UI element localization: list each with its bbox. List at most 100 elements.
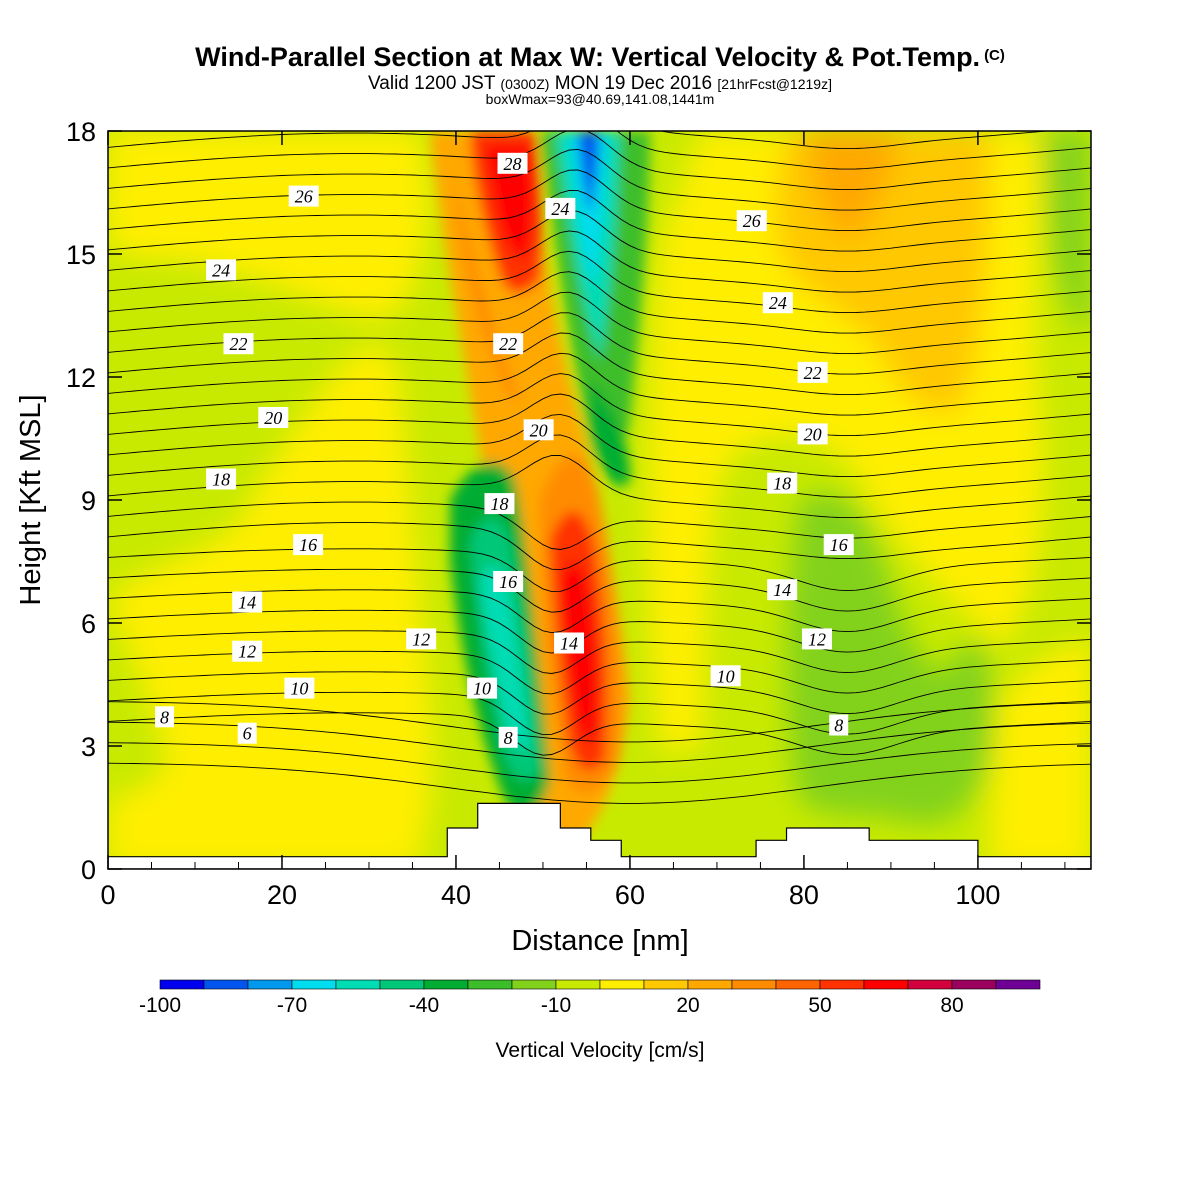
box-info-line: boxWmax=93@40.69,141.08,1441m — [485, 91, 715, 107]
theta-contour-line — [108, 568, 1091, 613]
contour-label: 10 — [710, 665, 741, 687]
contour-label-box — [762, 292, 793, 314]
contour-label: 12 — [232, 640, 263, 662]
contour-label-text: 8 — [160, 707, 169, 727]
contour-label-text: 24 — [551, 199, 569, 219]
contour-label-box — [710, 665, 741, 687]
contour-label-text: 8 — [834, 716, 843, 736]
colorbar-tick-label: -10 — [541, 994, 571, 1017]
contour-label-text: 18 — [212, 470, 230, 490]
valid-prefix: Valid 1200 JST — [368, 73, 496, 94]
y-tick-label: 15 — [66, 240, 96, 270]
contour-label: 14 — [767, 579, 798, 601]
contour-label-text: 10 — [717, 666, 735, 686]
colorbar-swatch — [247, 979, 293, 990]
valid-utc: (0300Z) — [500, 76, 550, 92]
theta-contour-line — [108, 373, 1091, 437]
contour-label: 14 — [232, 591, 263, 613]
theta-contour-line — [108, 501, 1091, 550]
contour-label-box — [493, 571, 524, 592]
y-tick-label: 9 — [81, 486, 96, 516]
colorbar-swatch — [951, 979, 997, 990]
chart-title: Wind-Parallel Section at Max W: Vertical… — [0, 42, 1200, 73]
colorbar-swatch — [203, 979, 249, 990]
theta-contour-line — [108, 149, 1091, 211]
contour-label-text: 22 — [499, 334, 517, 354]
contour-label-box — [258, 407, 289, 428]
theta-contour-line — [108, 352, 1091, 416]
x-tick-label: 60 — [615, 880, 645, 910]
colorbar-tick-label: -100 — [139, 994, 181, 1017]
contour-label: 18 — [767, 472, 798, 494]
x-tick-label: 80 — [789, 880, 819, 910]
contour-label-text: 22 — [229, 334, 247, 354]
theta-contour-line — [658, 131, 1052, 150]
theta-contour-line — [108, 630, 1091, 674]
contour-label: 22 — [493, 333, 524, 355]
contour-label-box — [545, 197, 576, 219]
theta-contour-line — [108, 691, 1091, 736]
velocity-shading-smooth — [108, 131, 1091, 869]
theta-contour-line — [108, 454, 1091, 519]
colorbar-swatch — [995, 979, 1041, 990]
colorbar-tick-label: -70 — [277, 994, 307, 1017]
theta-contour-line — [108, 671, 1091, 715]
colorbar-swatch — [379, 979, 425, 990]
theta-contour-line — [108, 721, 1091, 763]
colorbar-tick-label: 50 — [808, 994, 831, 1017]
contour-label-box — [767, 472, 798, 494]
contour-label: 24 — [206, 259, 237, 281]
contour-label: 26 — [288, 185, 319, 207]
theta-contour-line — [108, 131, 1091, 191]
theta-contour-line — [108, 291, 1091, 355]
contour-label-box — [467, 677, 498, 699]
colorbar-tick-label: 80 — [940, 994, 963, 1017]
colorbar-tick-label: -40 — [409, 994, 439, 1017]
contour-label-text: 10 — [473, 679, 491, 699]
contour-label: 16 — [493, 571, 524, 592]
contour-label: 26 — [736, 210, 767, 232]
contour-label-box — [797, 423, 828, 445]
theta-contour-line — [108, 434, 1091, 498]
valid-date: MON 19 Dec 2016 — [554, 73, 713, 94]
theta-contour-line — [108, 189, 1091, 252]
colorbar-swatch — [731, 979, 777, 990]
contour-label-box — [284, 677, 315, 699]
contour-label: 20 — [258, 407, 289, 428]
contour-label: 20 — [797, 423, 828, 445]
contour-label-text: 20 — [264, 408, 282, 428]
contour-label-text: 18 — [490, 494, 508, 514]
contour-label-text: 20 — [530, 420, 548, 440]
theta-contour-line — [108, 650, 1091, 695]
contour-label-box — [498, 726, 518, 748]
theta-contour-line — [108, 742, 1091, 784]
colorbar-swatch — [467, 979, 513, 990]
colorbar-swatch — [511, 979, 557, 990]
contour-label-text: 16 — [830, 535, 848, 555]
theta-contour-line — [108, 522, 1091, 571]
x-tick-label: 0 — [100, 880, 115, 910]
contour-label-box — [206, 468, 237, 490]
contour-label-text: 24 — [212, 260, 230, 280]
velocity-shading-core — [430, 131, 650, 840]
theta-contour-line — [108, 609, 1091, 654]
theta-contour-line — [108, 312, 1091, 375]
contour-label: 12 — [801, 628, 832, 650]
contour-label-box — [497, 152, 528, 174]
terrain — [108, 802, 1091, 869]
contour-label-box — [493, 333, 524, 355]
contour-label-box — [736, 210, 767, 232]
theta-contour-line — [108, 230, 1091, 293]
theta-contour-line — [108, 548, 1091, 593]
contour-label-text: 14 — [238, 593, 256, 613]
colorbar-swatch — [775, 979, 821, 990]
contour-label-box — [554, 632, 585, 654]
contour-label-box — [293, 534, 324, 556]
contour-label: 22 — [223, 333, 254, 355]
contour-label-text: 20 — [804, 424, 822, 444]
theta-contour-line — [108, 712, 1091, 756]
contour-label-box — [406, 628, 437, 650]
x-tick-label: 20 — [267, 880, 297, 910]
y-tick-label: 12 — [66, 363, 96, 393]
contour-label-box — [206, 259, 237, 281]
